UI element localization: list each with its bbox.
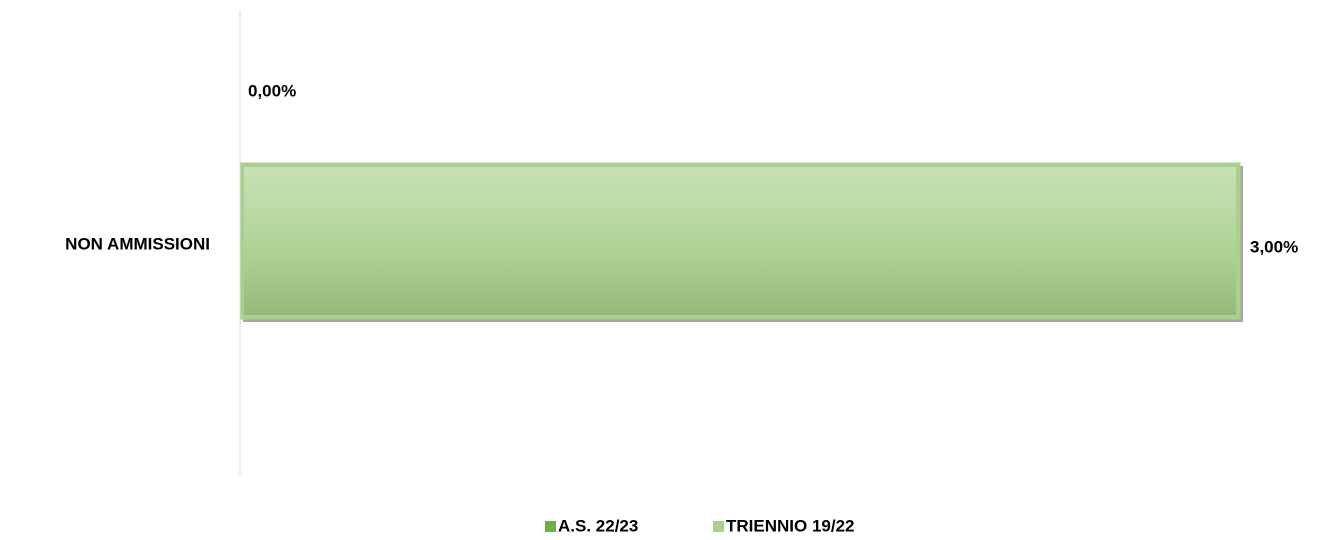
legend-label: TRIENNIO 19/22 <box>726 516 855 535</box>
category-label: NON AMMISSIONI <box>65 234 210 253</box>
data-label: 0,00% <box>248 81 296 100</box>
data-label: 3,00% <box>1250 237 1298 256</box>
legend-swatch <box>713 521 724 532</box>
bar-shine <box>244 167 1236 315</box>
legend-swatch <box>545 521 556 532</box>
legend-label: A.S. 22/23 <box>558 516 638 535</box>
